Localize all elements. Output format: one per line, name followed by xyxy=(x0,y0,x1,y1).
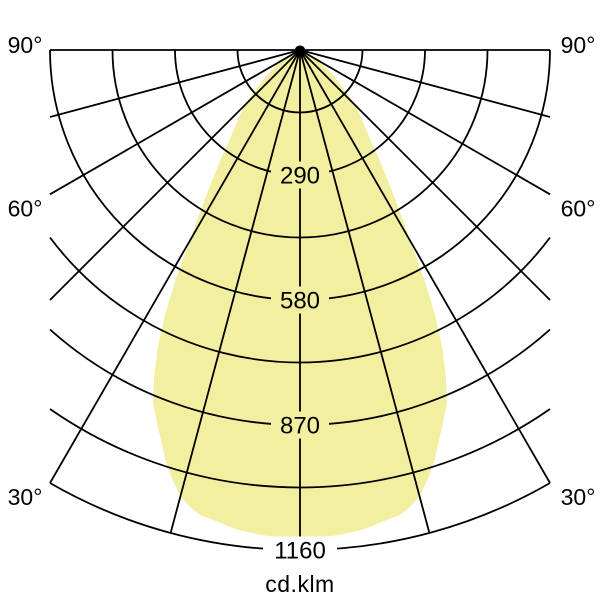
ring-label-580: 580 xyxy=(280,288,320,315)
ring-label-870: 870 xyxy=(280,413,320,440)
grid-radial--75 xyxy=(299,49,551,118)
angle-label-left-60: 60° xyxy=(8,195,43,221)
angle-label-right-60: 60° xyxy=(561,195,596,221)
grid-radial-75 xyxy=(49,49,301,118)
ring-label-plate-580 xyxy=(271,286,329,314)
ring-label-1160: 1160 xyxy=(274,538,326,565)
grid-radial--15 xyxy=(299,49,431,534)
grid-radial--60 xyxy=(299,49,551,196)
ring-label-plate-870 xyxy=(271,411,329,439)
ring-label-plate-1160 xyxy=(263,536,337,564)
grid-radial-15 xyxy=(169,49,301,534)
angle-label-right-30: 30° xyxy=(561,484,596,510)
lamp-origin-dot xyxy=(294,45,306,57)
grid-radial-45 xyxy=(49,49,301,301)
unit-label: cd.klm xyxy=(265,571,335,597)
grid-radial-30 xyxy=(49,49,301,484)
ring-label-290: 290 xyxy=(280,163,320,190)
angle-label-left-30: 30° xyxy=(8,484,43,510)
angle-label-left-90: 90° xyxy=(8,32,43,58)
angle-label-right-90: 90° xyxy=(561,32,596,58)
grid-radial--45 xyxy=(299,49,551,301)
grid-radial--30 xyxy=(299,49,551,484)
ring-label-plate-290 xyxy=(271,161,329,189)
grid-radial-60 xyxy=(49,49,301,196)
